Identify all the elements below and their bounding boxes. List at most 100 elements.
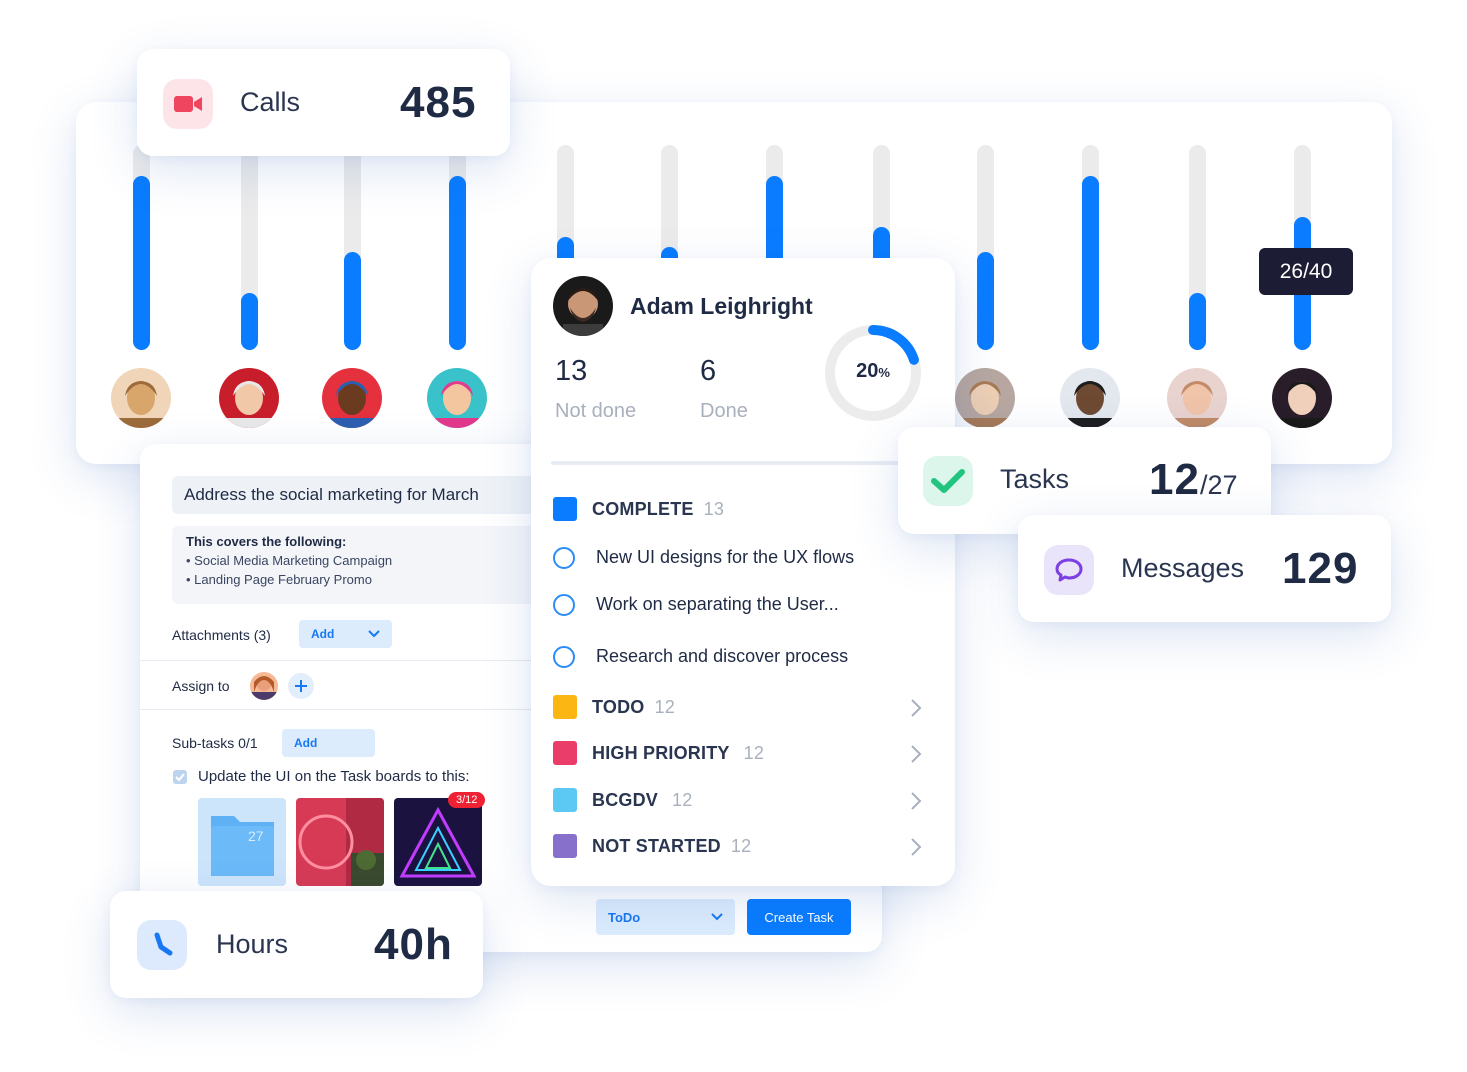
bar-fill[interactable] <box>241 293 258 350</box>
assign-label: Assign to <box>172 678 230 694</box>
task-item[interactable]: New UI designs for the UX flows <box>596 547 855 567</box>
done-label: Done <box>700 400 748 422</box>
checkmark-icon <box>931 469 965 493</box>
team-member-avatar[interactable] <box>219 368 279 428</box>
team-member-avatar[interactable] <box>1060 368 1120 428</box>
plus-icon <box>295 680 307 692</box>
bar-track <box>977 145 994 350</box>
hours-stat-card[interactable]: Hours 40h <box>110 891 483 998</box>
bar-track <box>344 145 361 350</box>
progress-ring <box>825 325 921 421</box>
not-done-count: 13 <box>555 355 588 387</box>
bar-fill[interactable] <box>1082 176 1099 350</box>
group-color-not-started <box>553 834 577 858</box>
user-avatar[interactable] <box>553 276 613 336</box>
subtask-text: Update the UI on the Task boards to this… <box>198 768 470 785</box>
group-complete[interactable]: COMPLETE 13 <box>592 499 725 519</box>
bar-track <box>241 145 258 350</box>
tasks-total: /27 <box>1199 470 1238 500</box>
description-bullet: • Landing Page February Promo <box>186 572 372 587</box>
team-member-avatar[interactable] <box>955 368 1015 428</box>
task-radio[interactable] <box>553 646 575 668</box>
done-count: 6 <box>700 355 717 387</box>
group-not-started[interactable]: NOT STARTED 12 <box>592 836 752 856</box>
chevron-right-icon[interactable] <box>905 697 927 719</box>
team-member-avatar[interactable] <box>111 368 171 428</box>
subtasks-add-button[interactable]: Add <box>282 729 375 757</box>
divider <box>140 660 532 661</box>
calls-label: Calls <box>240 87 301 117</box>
bar-tooltip: 26/40 <box>1259 248 1353 295</box>
group-bcgdv[interactable]: BCGDV 12 <box>592 790 693 810</box>
task-radio[interactable] <box>553 594 575 616</box>
task-radio[interactable] <box>553 547 575 569</box>
calls-value: 485 <box>400 78 477 127</box>
bar-track <box>449 145 466 350</box>
messages-icon-box <box>1044 545 1094 595</box>
image-thumbnail-neon[interactable] <box>296 798 384 886</box>
description-bullet: • Social Media Marketing Campaign <box>186 553 393 568</box>
tasks-value-group: 12/27 <box>1149 455 1238 505</box>
add-assignee-button[interactable] <box>288 673 314 699</box>
folder-count: 27 <box>248 828 264 844</box>
task-item[interactable]: Work on separating the User... <box>596 594 839 614</box>
bar-fill[interactable] <box>1189 293 1206 350</box>
thumbnail-count-badge: 3/12 <box>448 792 486 808</box>
tasks-value: 12 <box>1149 455 1200 504</box>
team-member-avatar[interactable] <box>322 368 382 428</box>
task-title-field[interactable]: Address the social marketing for March <box>172 476 592 514</box>
task-item[interactable]: Research and discover process <box>596 646 849 666</box>
attachments-label: Attachments (3) <box>172 627 271 643</box>
clock-icon <box>154 932 173 956</box>
create-task-button[interactable]: Create Task <box>747 899 851 935</box>
group-high-priority[interactable]: HIGH PRIORITY 12 <box>592 743 765 763</box>
task-description[interactable]: This covers the following: • Social Medi… <box>172 526 592 604</box>
hours-icon-box <box>137 920 187 970</box>
tasks-stat-card[interactable]: Tasks 12/27 <box>898 427 1271 534</box>
status-select-value: ToDo <box>608 909 641 925</box>
chevron-down-icon <box>711 913 723 921</box>
group-color-complete <box>553 497 577 521</box>
chevron-right-icon[interactable] <box>905 836 927 858</box>
bar-track <box>1082 145 1099 350</box>
assignee-avatar[interactable] <box>250 672 278 700</box>
group-color-bcgdv <box>553 788 577 812</box>
tasks-label: Tasks <box>1000 464 1070 494</box>
subtask-checkbox[interactable] <box>173 770 187 784</box>
attachments-add-label: Add <box>311 627 335 641</box>
group-color-todo <box>553 695 577 719</box>
user-name: Adam Leighright <box>630 293 813 319</box>
bar-fill[interactable] <box>133 176 150 350</box>
group-color-high-priority <box>553 741 577 765</box>
team-member-avatar[interactable] <box>427 368 487 428</box>
calls-icon-box <box>163 79 213 129</box>
status-select[interactable]: ToDo <box>596 899 735 935</box>
bar-track <box>1189 145 1206 350</box>
bar-fill[interactable] <box>344 252 361 350</box>
progress-percent: 20% <box>856 360 890 382</box>
team-member-avatar[interactable] <box>1167 368 1227 428</box>
tasks-icon-box <box>923 456 973 506</box>
bar-fill[interactable] <box>449 176 466 350</box>
group-todo[interactable]: TODO 12 <box>592 697 675 717</box>
bar-fill[interactable] <box>977 252 994 350</box>
user-task-list-card: Adam Leighright 13 Not done 6 Done 20% C… <box>531 258 955 886</box>
description-heading: This covers the following: <box>186 534 347 549</box>
folder-icon <box>211 816 274 876</box>
chevron-right-icon[interactable] <box>905 743 927 765</box>
attachments-add-dropdown[interactable]: Add <box>299 620 392 648</box>
check-icon <box>175 773 185 782</box>
video-camera-icon <box>174 96 202 112</box>
folder-thumbnail[interactable]: 27 <box>198 798 286 886</box>
team-member-avatar[interactable] <box>1272 368 1332 428</box>
subtasks-label: Sub-tasks 0/1 <box>172 735 258 751</box>
messages-stat-card[interactable]: Messages 129 <box>1018 515 1391 622</box>
chevron-right-icon[interactable] <box>905 790 927 812</box>
calls-stat-card[interactable]: Calls 485 <box>137 49 510 156</box>
messages-label: Messages <box>1121 553 1245 583</box>
chevron-down-icon <box>368 630 380 638</box>
not-done-label: Not done <box>555 400 637 422</box>
hours-label: Hours <box>216 929 289 959</box>
image-thumbnail-triangle[interactable] <box>394 798 482 886</box>
